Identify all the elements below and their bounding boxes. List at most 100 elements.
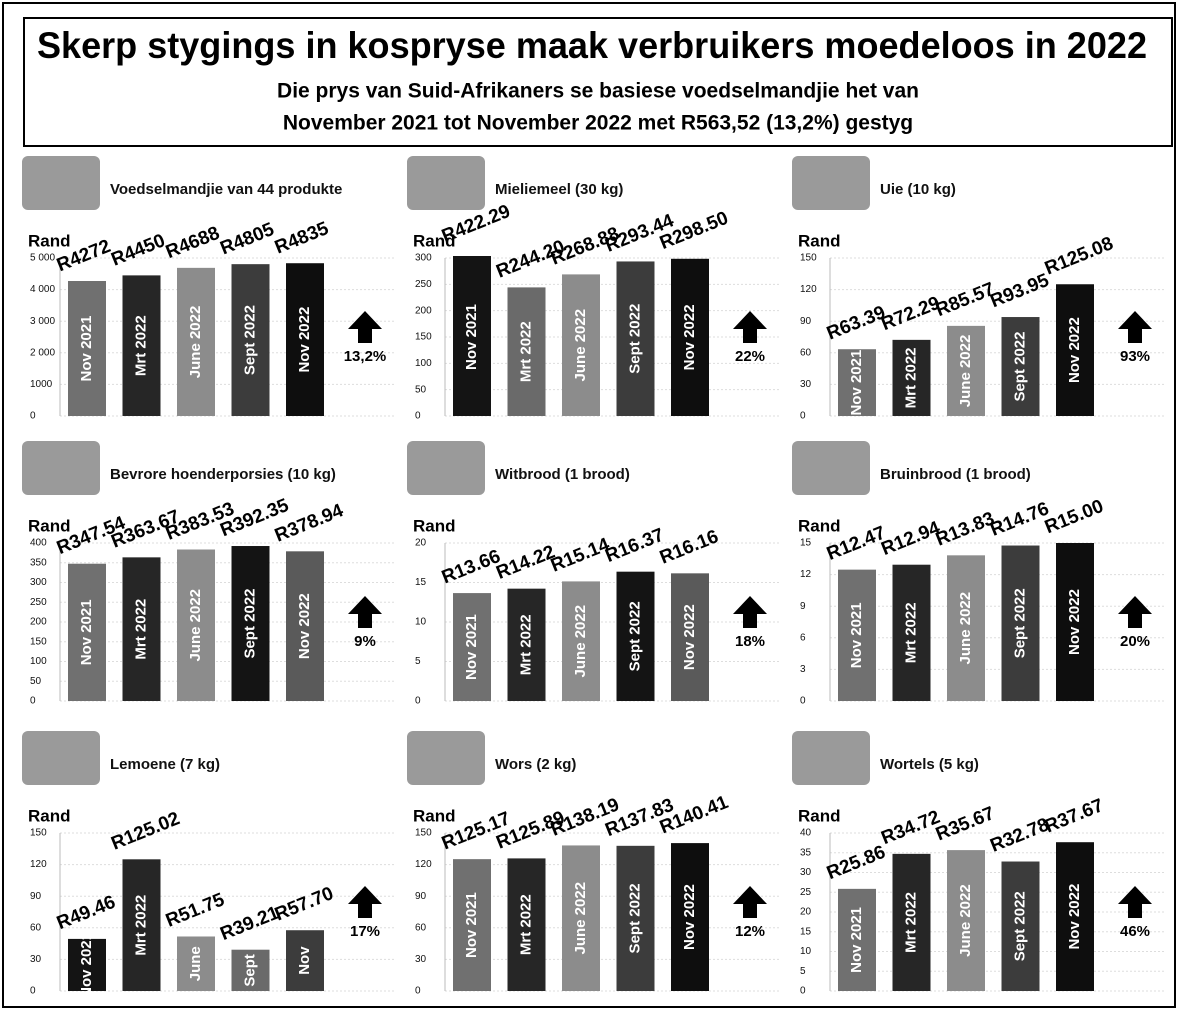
panel: Bruinbrood (1 brood) Rand 0 3 6 9 12 15 Nov 2021…	[792, 441, 1165, 707]
bar-category: June 2022	[957, 335, 974, 408]
bar-category: Sept 2022	[241, 305, 258, 375]
y-tick-label: 300	[415, 253, 432, 264]
bar-category: Nov 2022	[1066, 589, 1083, 655]
bars	[68, 263, 324, 416]
bar-category: Nov 2022	[681, 604, 698, 670]
panel-title: Bevrore hoenderporsies (10 kg)	[110, 466, 336, 483]
bar	[1001, 317, 1040, 416]
bar-category: Nov 2021	[848, 907, 865, 973]
value-label: R125.02	[108, 808, 182, 854]
bar	[177, 936, 215, 991]
panel-title: Voedselmandjie van 44 produkte	[110, 181, 342, 198]
change-label: 46%	[1120, 923, 1150, 940]
bar-category: June 2022	[572, 882, 589, 955]
panel: Voedselmandjie van 44 produkte Rand 0 1000 2…	[22, 156, 395, 422]
bar-category: Sept 2022	[626, 883, 643, 953]
bar	[286, 551, 324, 701]
bars	[453, 256, 709, 416]
bar	[286, 930, 324, 991]
bar-category: Sept 2022	[1011, 588, 1028, 658]
bar	[122, 557, 161, 701]
bar	[671, 258, 709, 416]
bar	[68, 563, 106, 701]
y-tick-label: 250	[30, 597, 47, 608]
title: Skerp stygings in kospryse maak verbruik…	[37, 25, 1147, 66]
value-label: R4450	[108, 230, 168, 270]
icon	[792, 156, 870, 210]
bar-category: Nov 2022	[296, 593, 313, 659]
change-label: 18%	[735, 633, 765, 650]
bars	[838, 842, 1094, 991]
y-tick-label: 60	[30, 922, 42, 933]
bar	[231, 949, 270, 991]
y-tick-label: 0	[415, 986, 421, 997]
y-tick-label: 150	[30, 828, 47, 839]
y-tick-label: 150	[30, 636, 47, 647]
bar	[616, 261, 655, 416]
bar	[892, 564, 931, 701]
y-tick-label: 15	[800, 926, 812, 937]
y-tick-label: 400	[30, 538, 47, 549]
y-tick-label: 5	[800, 966, 806, 977]
bar-category: Mrt 2022	[132, 895, 149, 956]
bar	[1056, 842, 1094, 991]
y-tick-label: 200	[30, 617, 47, 628]
y-axis-label: Rand	[28, 516, 71, 535]
subtitle: Die prys van Suid-Afrikaners se basiese …	[277, 80, 919, 103]
bar	[892, 853, 931, 991]
y-tick-label: 4 000	[30, 284, 55, 295]
icon	[792, 441, 870, 495]
y-tick-label: 10	[800, 946, 812, 957]
panel-title: Bruinbrood (1 brood)	[880, 466, 1031, 483]
y-tick-label: 90	[800, 316, 812, 327]
value-label: R14.22	[493, 542, 558, 584]
panel: Wortels (5 kg) Rand 0 5 10 15 20 25 30 35 40 Nov 20…	[792, 731, 1165, 997]
bar	[562, 845, 600, 991]
bar-category: Sept 2022	[241, 588, 258, 658]
bar-category: Nov 2021	[463, 614, 480, 680]
bar-category: Nov 2021	[78, 932, 95, 998]
bar-category: Nov 2022	[681, 304, 698, 370]
y-tick-label: 0	[415, 411, 421, 422]
bar	[122, 275, 161, 416]
icon	[407, 731, 485, 785]
bar-category: Sept 2022	[626, 304, 643, 374]
y-tick-label: 12	[800, 569, 812, 580]
change-label: 20%	[1120, 633, 1150, 650]
bar	[122, 859, 161, 991]
y-axis-label: Rand	[798, 231, 841, 250]
value-label: R4805	[217, 219, 277, 260]
y-tick-label: 5 000	[30, 253, 55, 264]
arrow	[348, 596, 382, 628]
bar-category: Nov 2021	[78, 599, 95, 665]
value-label: R63.39	[824, 302, 889, 344]
y-tick-label: 0	[30, 986, 36, 997]
bar	[947, 850, 985, 991]
value-label: R12.94	[878, 517, 943, 560]
y-tick-label: 150	[415, 332, 432, 343]
bar	[671, 843, 709, 991]
bar-category: Nov 2022	[296, 307, 313, 373]
bar-category: Mrt 2022	[132, 315, 149, 376]
change-label: 9%	[354, 633, 376, 650]
bar	[231, 264, 270, 416]
arrow	[733, 311, 767, 343]
bar	[453, 859, 491, 991]
y-tick-label: 0	[800, 411, 806, 422]
y-tick-label: 90	[30, 891, 42, 902]
arrow	[348, 886, 382, 918]
arrow	[1118, 596, 1152, 628]
bar-category: Mrt 2022	[132, 599, 149, 660]
panel-title: Mieliemeel (30 kg)	[495, 181, 623, 198]
y-tick-label: 50	[30, 676, 42, 687]
bar	[947, 325, 985, 416]
bar	[177, 267, 215, 416]
y-axis-label: Rand	[413, 231, 456, 250]
bar-category: June 2022	[957, 884, 974, 957]
change-label: 17%	[350, 923, 380, 940]
value-label: R16.37	[602, 525, 667, 567]
y-tick-label: 0	[800, 696, 806, 707]
bars	[838, 543, 1094, 701]
bar-category: June 2022	[572, 309, 589, 382]
